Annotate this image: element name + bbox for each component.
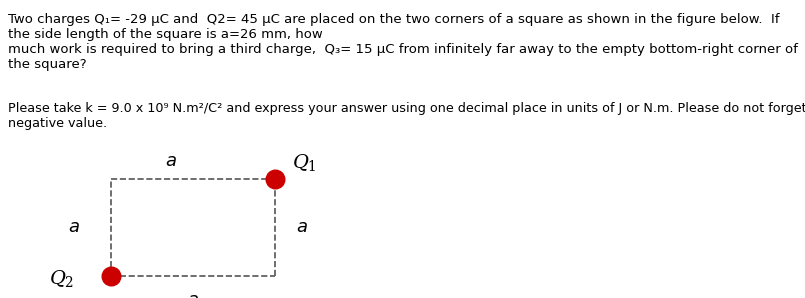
- Text: Please take k = 9.0 x 10⁹ N.m²/C² and express your answer using one decimal plac: Please take k = 9.0 x 10⁹ N.m²/C² and ex…: [8, 102, 805, 130]
- Text: a: a: [68, 218, 80, 236]
- Text: $Q_1$: $Q_1$: [292, 152, 317, 173]
- Text: a: a: [297, 218, 308, 236]
- Text: $Q_2$: $Q_2$: [48, 268, 74, 289]
- Point: [268, 176, 281, 181]
- Text: Two charges Q₁= -29 μC and  Q2= 45 μC are placed on the two corners of a square : Two charges Q₁= -29 μC and Q2= 45 μC are…: [8, 13, 798, 71]
- Text: a: a: [165, 152, 176, 170]
- Point: [105, 273, 118, 278]
- Text: a: a: [187, 291, 198, 298]
